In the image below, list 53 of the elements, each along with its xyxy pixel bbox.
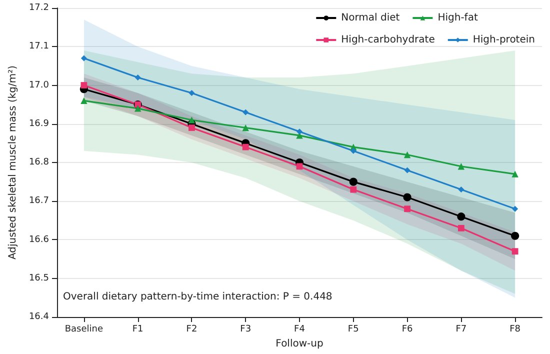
y-tick-label: 16.8 <box>28 158 50 168</box>
point <box>349 178 358 186</box>
point <box>512 170 518 178</box>
point <box>242 144 249 150</box>
y-tick-label: 16.7 <box>28 196 49 206</box>
point <box>404 206 410 212</box>
point <box>511 232 520 240</box>
x-axis-title: Follow-up <box>276 338 324 350</box>
y-tick-label: 16.4 <box>28 312 50 322</box>
y-tick-label: 16.6 <box>28 234 50 245</box>
y-tick-label: 17.0 <box>28 80 50 90</box>
point <box>80 82 88 88</box>
point <box>350 186 357 193</box>
point <box>134 74 141 81</box>
point <box>458 163 465 170</box>
x-tick-label: F1 <box>132 324 144 334</box>
x-tick-label: F6 <box>402 324 413 334</box>
x-tick-label: F5 <box>348 324 359 334</box>
point <box>188 124 195 131</box>
y-tick-label: 16.9 <box>28 118 50 129</box>
point <box>134 105 142 112</box>
legend-label: High-protein <box>472 34 535 46</box>
legend-label: Normal diet <box>341 12 400 24</box>
point <box>404 167 410 174</box>
point <box>512 206 518 212</box>
point <box>242 124 249 132</box>
point <box>188 90 195 96</box>
point <box>512 248 518 255</box>
x-tick-label: F8 <box>510 324 521 334</box>
point <box>242 109 249 116</box>
point <box>404 151 411 158</box>
y-tick-label: 17.1 <box>28 42 49 52</box>
y-tick-label: 16.5 <box>28 273 49 284</box>
point <box>80 55 87 62</box>
point <box>458 224 464 232</box>
legend-label: High-carbohydrate <box>341 34 435 46</box>
point <box>296 128 302 135</box>
point <box>188 116 196 124</box>
point <box>457 212 466 221</box>
point <box>458 186 464 193</box>
point <box>350 148 356 154</box>
x-tick-label: F4 <box>294 324 306 334</box>
x-tick-label: Baseline <box>64 324 104 334</box>
y-axis-title: Adjusted skeletal muscle mass (kg/m²) <box>8 65 19 260</box>
x-tick-label: F7 <box>456 324 467 334</box>
annotation: Overall dietary pattern-by-time interaction: P = 0.448 <box>63 292 332 302</box>
point <box>403 193 412 202</box>
point <box>80 97 88 104</box>
x-tick-label: F3 <box>240 324 252 334</box>
legend-label: High-fat <box>438 12 478 24</box>
x-tick-label: F2 <box>186 324 198 334</box>
point <box>296 163 303 170</box>
y-tick-label: 17.2 <box>28 3 49 13</box>
